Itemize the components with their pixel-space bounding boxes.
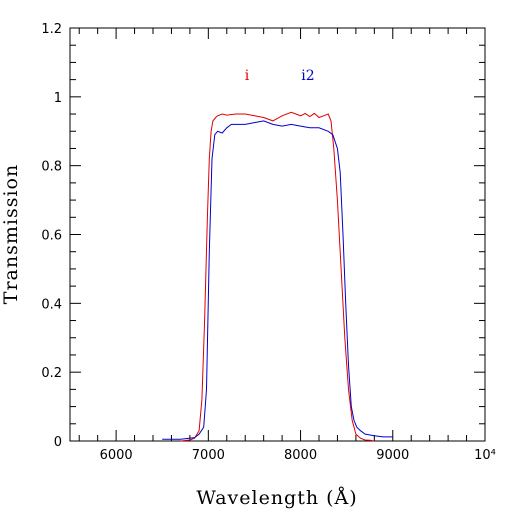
plot-border: [69, 27, 486, 442]
x-tick-label: 8000: [284, 448, 317, 463]
series-lines: [162, 111, 393, 442]
x-tick-label: 9000: [376, 448, 409, 463]
legend-entry-i2: i2: [301, 68, 314, 84]
x-axis-title: Wavelength (Å): [196, 487, 357, 509]
series-line-i: [180, 111, 375, 442]
plot-frame: [69, 27, 486, 442]
series-line-i2: [162, 120, 393, 440]
legend-entry-i: i: [245, 68, 250, 84]
axis-ticks: [70, 27, 486, 442]
y-tick-label: 0.4: [41, 297, 62, 312]
x-tick-label: 10⁴: [474, 448, 496, 463]
y-tick-label: 0.2: [41, 366, 62, 381]
x-tick-label: 6000: [100, 448, 133, 463]
y-tick-label: 1: [54, 91, 62, 106]
y-tick-label: 0.6: [41, 229, 62, 244]
y-tick-label: 0: [54, 435, 62, 450]
legend: i i2: [245, 68, 315, 84]
y-tick-label: 0.8: [41, 160, 62, 175]
x-tick-label: 7000: [192, 448, 225, 463]
y-tick-label: 1.2: [41, 22, 62, 37]
axis-tick-labels: 6000 7000 8000 9000 10⁴ 0 0.2 0.4 0.6 0.8 1 1.2: [41, 22, 496, 463]
y-axis-title: Transmission: [0, 164, 22, 304]
